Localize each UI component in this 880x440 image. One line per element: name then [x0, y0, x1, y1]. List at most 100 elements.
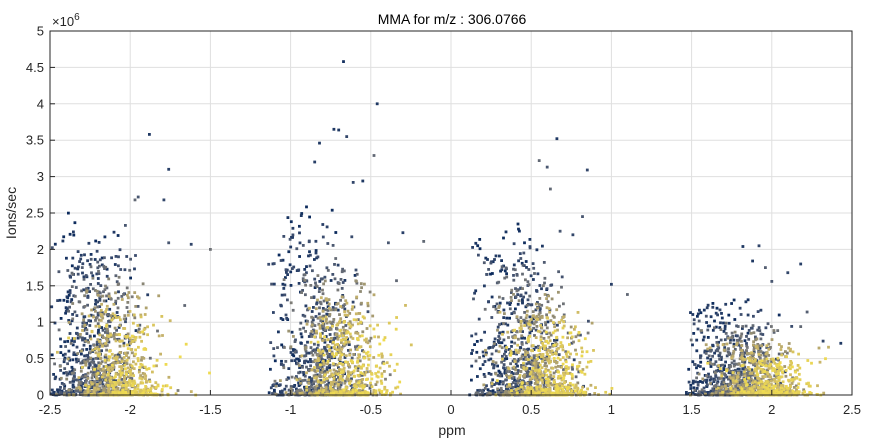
data-point: [167, 241, 171, 245]
data-point: [734, 368, 737, 372]
data-point: [524, 350, 527, 353]
data-point: [496, 328, 499, 332]
data-point: [773, 361, 777, 365]
data-point: [585, 365, 589, 369]
data-point: [320, 277, 323, 281]
data-point: [522, 367, 526, 371]
data-point: [328, 333, 332, 336]
data-point: [79, 333, 82, 336]
data-point: [89, 382, 93, 386]
data-point: [717, 389, 721, 393]
data-point: [715, 387, 718, 391]
data-point: [769, 357, 773, 361]
data-point: [95, 343, 99, 346]
data-point: [304, 349, 308, 353]
data-point: [565, 355, 569, 358]
data-point: [718, 369, 722, 373]
data-point: [325, 390, 329, 394]
data-point: [715, 341, 719, 344]
data-point: [520, 390, 524, 393]
data-point: [315, 361, 319, 365]
data-point: [84, 339, 88, 343]
data-point: [789, 373, 792, 377]
data-point: [89, 356, 93, 360]
data-point: [778, 388, 782, 392]
data-point: [518, 389, 522, 392]
data-point: [96, 311, 100, 315]
data-point: [82, 320, 86, 324]
data-point: [548, 331, 552, 335]
data-point: [326, 338, 330, 342]
data-point: [355, 348, 359, 351]
data-point: [547, 384, 551, 388]
data-point: [326, 309, 330, 312]
data-point: [513, 268, 517, 272]
data-point: [115, 316, 118, 319]
data-point: [106, 368, 110, 371]
data-point: [106, 327, 109, 331]
data-point: [302, 279, 305, 282]
data-point: [109, 335, 113, 339]
data-point: [326, 379, 330, 382]
data-point: [733, 318, 737, 321]
data-point: [313, 348, 317, 352]
data-point: [279, 390, 282, 393]
data-point: [79, 391, 82, 395]
data-point: [129, 363, 132, 367]
data-point: [335, 302, 339, 306]
data-point: [772, 329, 776, 332]
data-point: [67, 293, 71, 297]
data-point: [62, 371, 66, 375]
data-point: [131, 366, 134, 370]
data-point: [303, 273, 307, 276]
data-point: [72, 233, 76, 237]
data-point: [521, 287, 524, 290]
data-point: [536, 380, 540, 384]
data-point: [711, 343, 714, 347]
data-point: [110, 352, 114, 356]
data-point: [340, 368, 344, 372]
data-point: [132, 391, 136, 395]
data-point: [116, 353, 120, 357]
data-point: [326, 344, 330, 347]
data-point: [127, 291, 131, 294]
data-point: [324, 386, 328, 390]
data-point: [340, 270, 344, 274]
data-point: [338, 351, 342, 355]
data-point: [68, 291, 72, 295]
data-point: [79, 361, 83, 365]
data-point: [66, 357, 70, 361]
data-point: [515, 350, 519, 354]
data-point: [503, 352, 506, 356]
data-point: [512, 274, 515, 277]
data-point: [478, 356, 481, 359]
data-point: [520, 335, 524, 339]
data-point: [505, 385, 509, 389]
data-point: [305, 271, 308, 275]
data-point: [768, 375, 772, 379]
data-point: [759, 308, 763, 312]
data-point: [95, 386, 99, 389]
data-point: [314, 370, 318, 373]
data-point: [89, 257, 93, 261]
data-point: [112, 302, 116, 306]
data-point: [360, 373, 364, 377]
data-point: [333, 263, 336, 266]
data-point: [346, 389, 349, 393]
data-point: [102, 299, 106, 303]
data-point: [537, 373, 541, 376]
data-point: [94, 357, 98, 360]
data-point: [562, 313, 566, 317]
data-point: [293, 340, 297, 343]
data-point: [359, 290, 362, 293]
data-point: [157, 334, 161, 338]
data-point: [322, 324, 325, 328]
data-point: [502, 338, 506, 342]
data-point: [498, 310, 502, 314]
data-point: [73, 294, 77, 298]
data-point: [770, 383, 773, 386]
data-point: [329, 327, 333, 331]
data-point: [512, 365, 516, 369]
data-point: [558, 304, 561, 308]
data-point: [298, 327, 302, 331]
